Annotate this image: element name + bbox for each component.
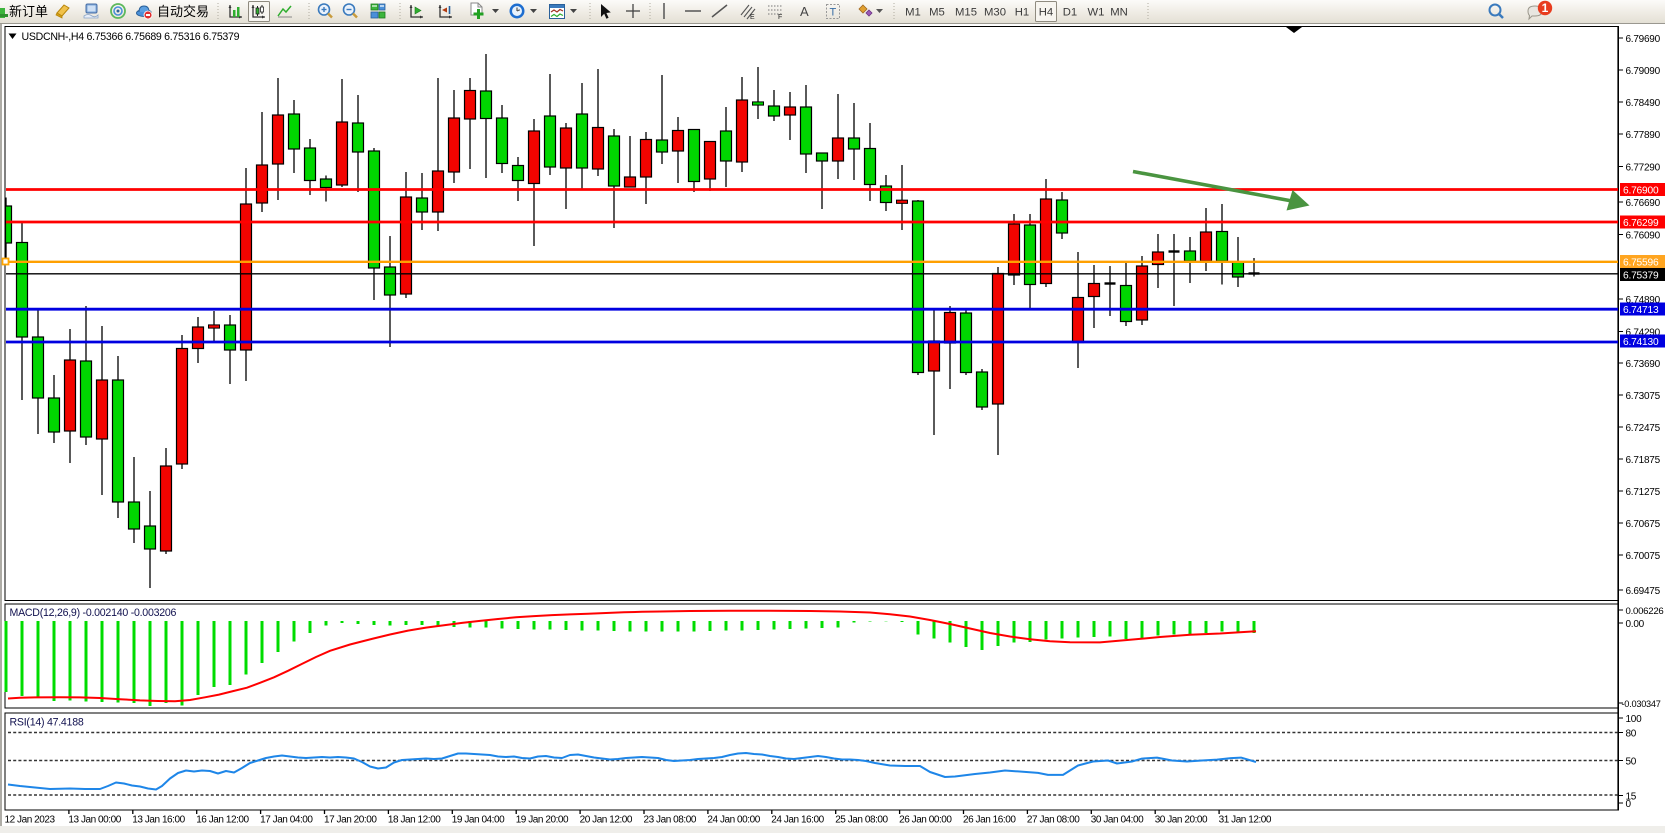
- svg-text:W1: W1: [1088, 7, 1105, 19]
- svg-text:新订单: 新订单: [9, 4, 48, 19]
- svg-text:MACD(12,26,9) -0.002140 -0.003: MACD(12,26,9) -0.002140 -0.003206: [10, 607, 177, 619]
- svg-text:-0.030347: -0.030347: [1622, 699, 1661, 709]
- svg-text:6.74290: 6.74290: [1626, 327, 1661, 338]
- svg-text:MN: MN: [1110, 7, 1128, 19]
- svg-text:1: 1: [1542, 1, 1549, 15]
- svg-text:50: 50: [1626, 756, 1637, 767]
- svg-text:D1: D1: [1063, 7, 1077, 19]
- svg-text:6.72475: 6.72475: [1626, 423, 1661, 434]
- svg-text:T: T: [830, 7, 837, 19]
- svg-text:24 Jan 00:00: 24 Jan 00:00: [707, 815, 760, 826]
- svg-text:6.69475: 6.69475: [1626, 586, 1661, 597]
- svg-text:25 Jan 08:00: 25 Jan 08:00: [835, 815, 888, 826]
- svg-text:30 Jan 04:00: 30 Jan 04:00: [1091, 815, 1144, 826]
- svg-text:6.73075: 6.73075: [1626, 391, 1661, 402]
- svg-text:6.74130: 6.74130: [1623, 337, 1659, 348]
- svg-text:12 Jan 2023: 12 Jan 2023: [5, 815, 56, 826]
- svg-text:30 Jan 20:00: 30 Jan 20:00: [1155, 815, 1208, 826]
- svg-text:6.76690: 6.76690: [1626, 198, 1661, 209]
- svg-text:H4: H4: [1039, 7, 1053, 19]
- svg-text:0: 0: [1626, 799, 1632, 810]
- svg-text:26 Jan 00:00: 26 Jan 00:00: [899, 815, 952, 826]
- svg-text:F: F: [778, 14, 782, 21]
- svg-text:17 Jan 20:00: 17 Jan 20:00: [324, 815, 377, 826]
- svg-text:24 Jan 16:00: 24 Jan 16:00: [771, 815, 824, 826]
- svg-text:6.73690: 6.73690: [1626, 359, 1661, 370]
- svg-text:6.74890: 6.74890: [1626, 295, 1661, 306]
- svg-text:100: 100: [1626, 714, 1643, 725]
- svg-text:0.006226: 0.006226: [1626, 606, 1664, 617]
- svg-text:80: 80: [1626, 728, 1637, 739]
- svg-text:6.76900: 6.76900: [1623, 186, 1659, 197]
- svg-text:6.77890: 6.77890: [1626, 130, 1661, 141]
- svg-text:USDCNH-,H4 6.75366 6.75689 6.: USDCNH-,H4 6.75366 6.75689 6.75316 6.753…: [22, 31, 240, 43]
- svg-text:15: 15: [1626, 791, 1637, 802]
- svg-text:19 Jan 04:00: 19 Jan 04:00: [452, 815, 505, 826]
- svg-text:6.78490: 6.78490: [1626, 98, 1661, 109]
- svg-text:H1: H1: [1015, 7, 1029, 19]
- svg-text:20 Jan 12:00: 20 Jan 12:00: [580, 815, 633, 826]
- svg-text:23 Jan 08:00: 23 Jan 08:00: [644, 815, 697, 826]
- svg-text:M30: M30: [984, 7, 1006, 19]
- svg-text:6.75379: 6.75379: [1623, 271, 1659, 282]
- svg-text:6.71875: 6.71875: [1626, 455, 1661, 466]
- svg-text:6.71275: 6.71275: [1626, 487, 1661, 498]
- svg-text:M1: M1: [905, 7, 921, 19]
- svg-text:M15: M15: [955, 7, 977, 19]
- svg-text:6.70075: 6.70075: [1626, 551, 1661, 562]
- svg-text:27 Jan 08:00: 27 Jan 08:00: [1027, 815, 1080, 826]
- svg-text:26 Jan 16:00: 26 Jan 16:00: [963, 815, 1016, 826]
- svg-text:M5: M5: [929, 7, 945, 19]
- svg-text:6.75596: 6.75596: [1623, 258, 1659, 269]
- svg-text:RSI(14) 47.4188: RSI(14) 47.4188: [10, 717, 84, 729]
- svg-text:A: A: [800, 4, 809, 19]
- svg-text:6.79690: 6.79690: [1626, 34, 1661, 45]
- svg-text:6.76090: 6.76090: [1626, 230, 1661, 241]
- svg-text:13 Jan 00:00: 13 Jan 00:00: [68, 815, 121, 826]
- svg-text:31 Jan 12:00: 31 Jan 12:00: [1219, 815, 1272, 826]
- svg-text:自动交易: 自动交易: [157, 4, 209, 19]
- svg-text:E: E: [750, 14, 755, 21]
- svg-text:6.77290: 6.77290: [1626, 162, 1661, 173]
- svg-text:19 Jan 20:00: 19 Jan 20:00: [516, 815, 569, 826]
- svg-text:16 Jan 12:00: 16 Jan 12:00: [196, 815, 249, 826]
- svg-text:6.79090: 6.79090: [1626, 66, 1661, 77]
- svg-text:13 Jan 16:00: 13 Jan 16:00: [132, 815, 185, 826]
- svg-text:6.70675: 6.70675: [1626, 519, 1661, 530]
- svg-text:6.76299: 6.76299: [1623, 218, 1659, 229]
- svg-text:0.00: 0.00: [1626, 619, 1645, 630]
- svg-text:6.74713: 6.74713: [1623, 305, 1659, 316]
- svg-text:17 Jan 04:00: 17 Jan 04:00: [260, 815, 313, 826]
- svg-text:18 Jan 12:00: 18 Jan 12:00: [388, 815, 441, 826]
